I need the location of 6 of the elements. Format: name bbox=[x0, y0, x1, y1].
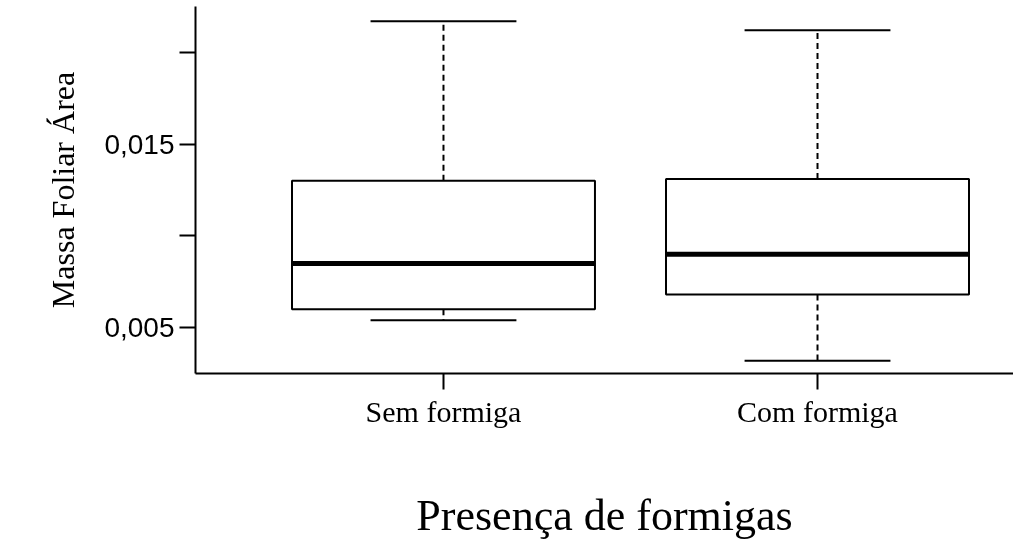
x-tick-label: Sem formiga bbox=[365, 394, 522, 428]
x-axis-title: Presença de formigas bbox=[416, 490, 793, 540]
y-axis-title: Massa Foliar Área bbox=[45, 71, 82, 309]
y-tick-label: 0,005 bbox=[104, 312, 175, 344]
x-tick-label: Com formiga bbox=[737, 394, 898, 428]
y-tick-label: 0,015 bbox=[104, 128, 175, 160]
